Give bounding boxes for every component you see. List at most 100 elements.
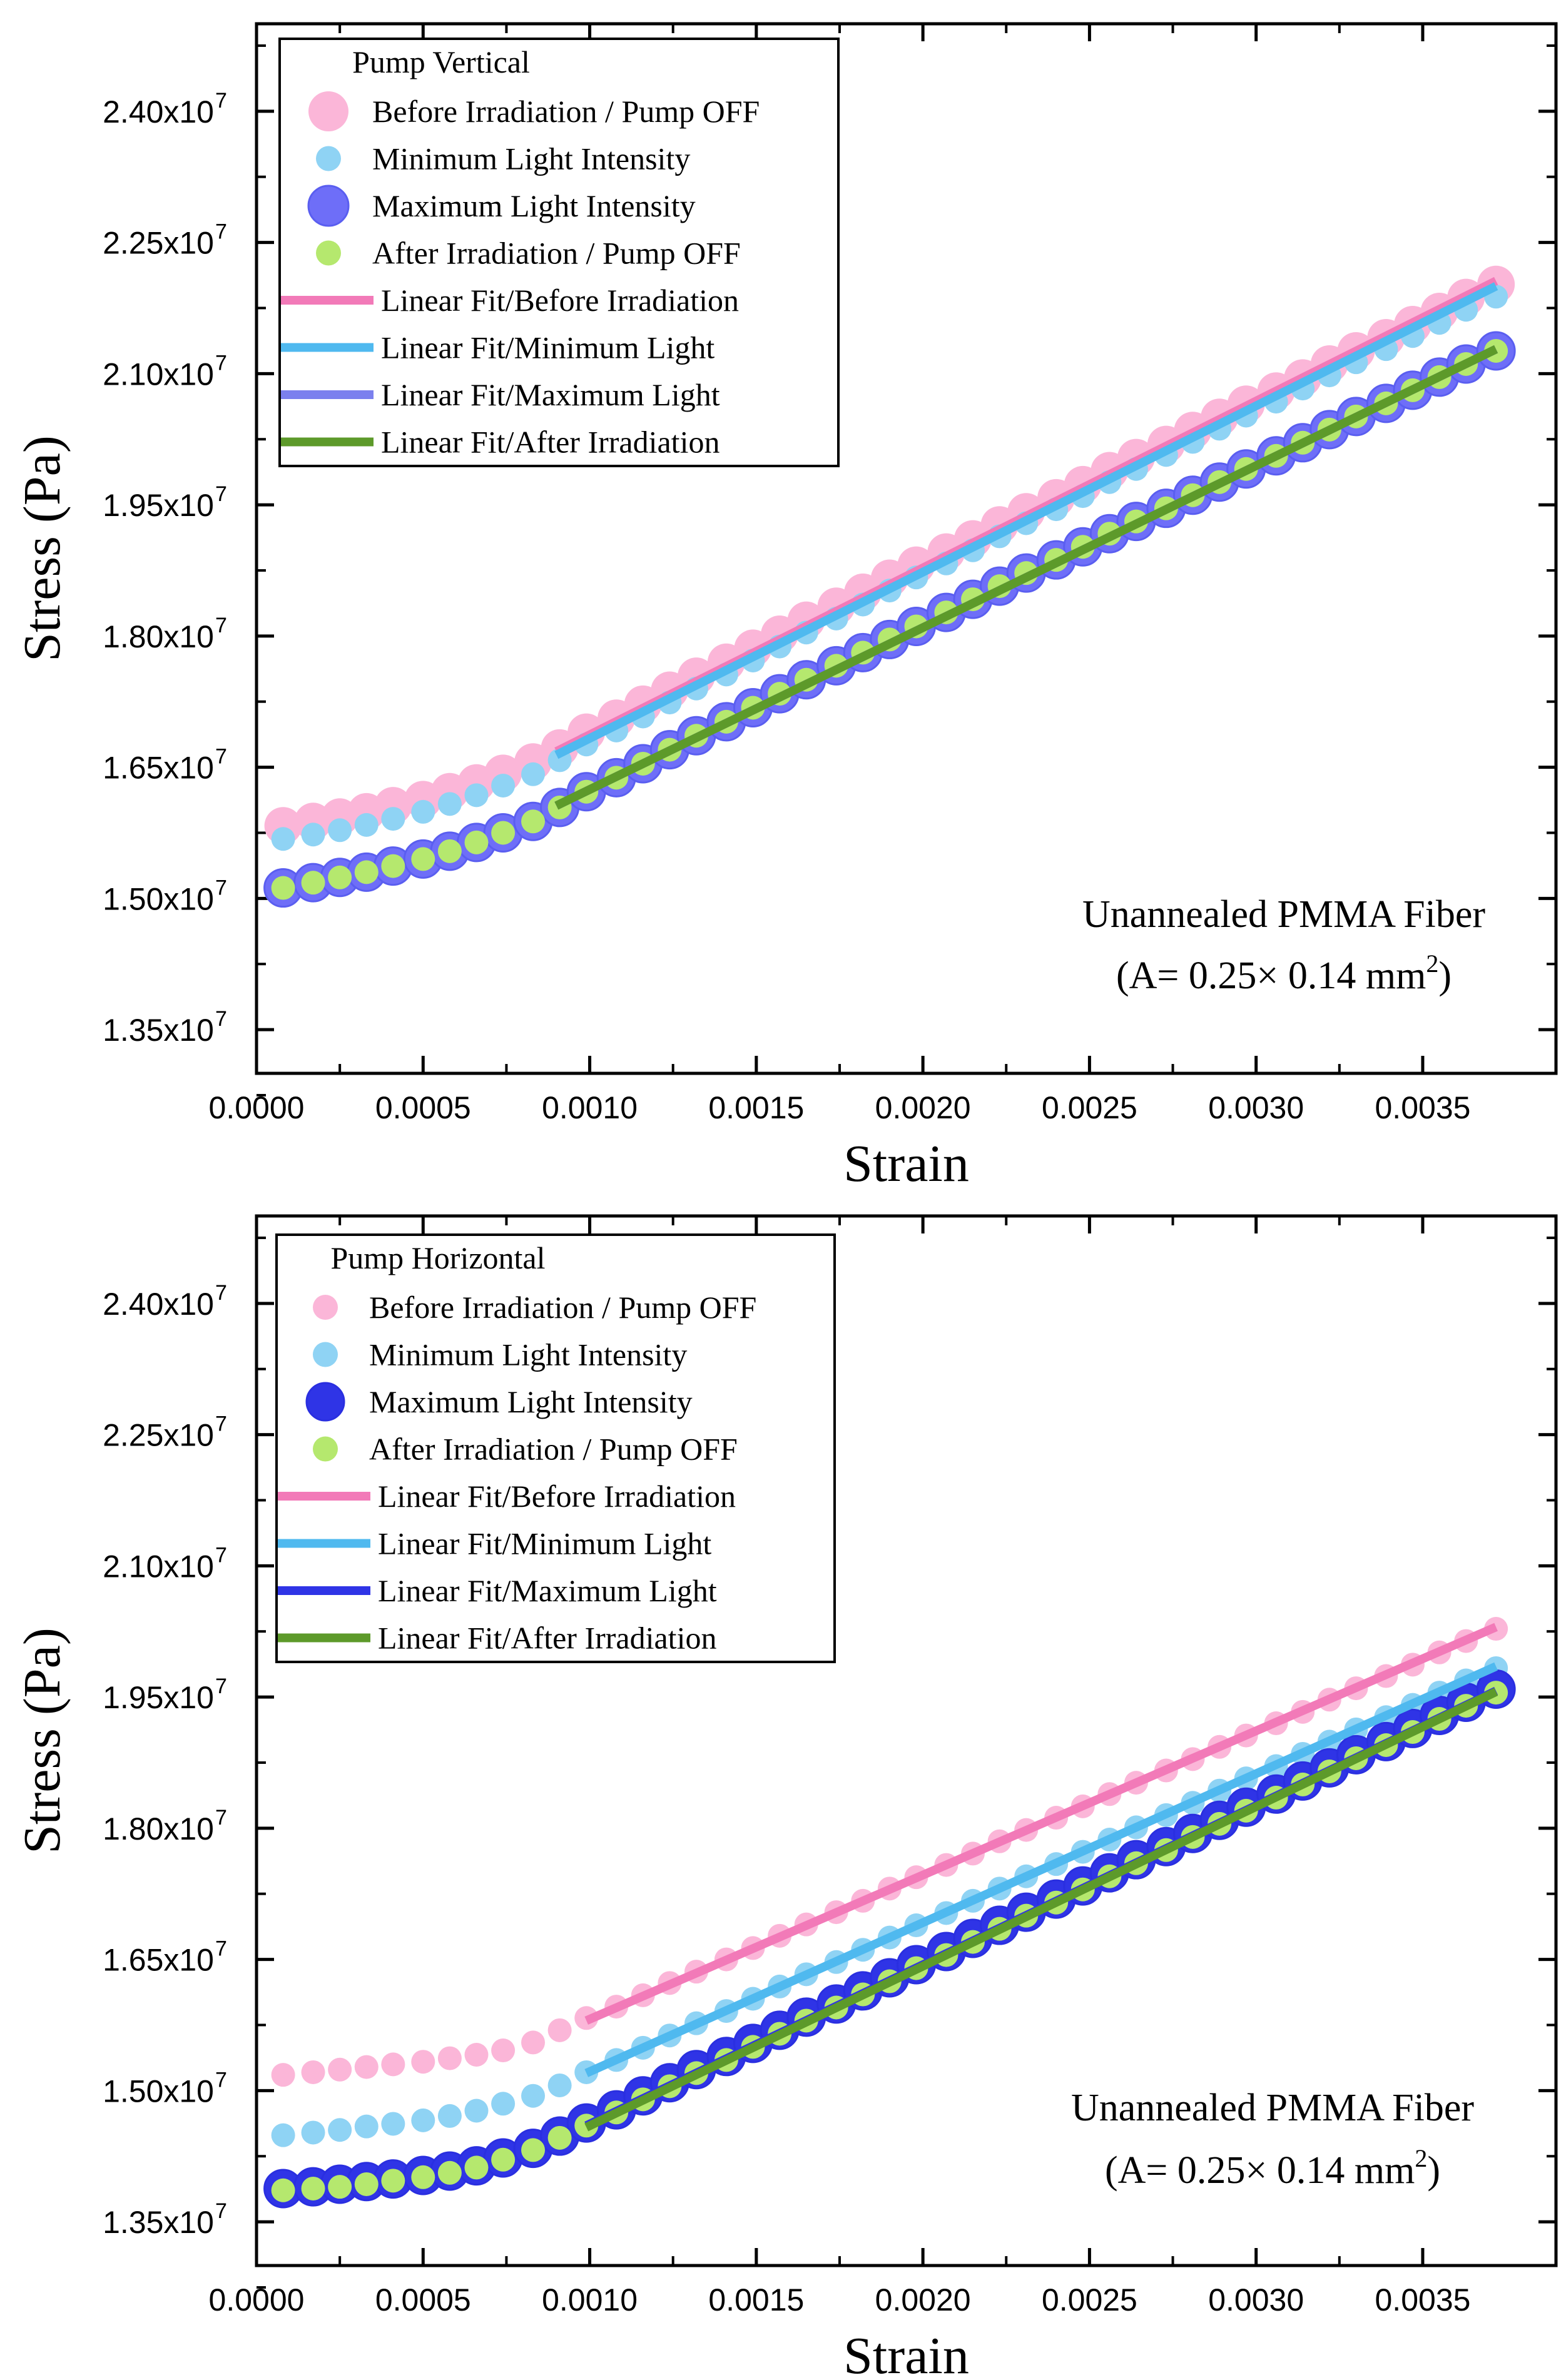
data-point [301,2060,325,2084]
x-tick-label: 0.0020 [875,1090,971,1125]
y-tick-exponent: 7 [215,1674,227,1698]
y-tick-exponent: 7 [215,2199,227,2223]
chart-pump-horizontal: 0.0000 0.0005 0.0010 0.0015 0.0020 0.0025 0.00… [13,1214,1558,2380]
data-point [464,2155,489,2180]
legend-label: Maximum Light Intensity [369,1384,693,1419]
annotation-area-close: ) [1427,2149,1440,2192]
legend-label: Maximum Light Intensity [372,188,696,223]
legend-marker [313,1436,338,1462]
annotation-area: (A= 0.25× 0.14 mm2) [1116,949,1452,997]
x-tick-label: 0.0035 [1375,2282,1471,2317]
fit-lines [584,1623,1498,2132]
data-point [354,860,379,884]
data-point [328,2175,352,2199]
fit-line-linear-fit-after-irradiation [554,345,1498,810]
legend-label: Linear Fit/Minimum Light [381,330,714,365]
data-point [491,2038,516,2063]
legend-label: After Irradiation / Pump OFF [372,236,741,271]
legend-label: Linear Fit/Minimum Light [378,1526,711,1561]
data-point [491,2147,516,2172]
data-point [271,2178,295,2202]
legend: Pump Vertical Before Irradiation / Pump O… [278,38,840,467]
y-tick-label: 2.25x10 [103,1418,214,1453]
x-tick-label: 0.0030 [1208,1090,1304,1125]
data-point [491,773,516,798]
data-point [411,2165,435,2189]
x-tick-label: 0.0035 [1375,1090,1471,1125]
annotation-area-superscript: 2 [1426,949,1438,978]
data-point [354,2172,379,2196]
data-point [521,2138,546,2162]
data-point [547,2125,572,2150]
y-tick-exponent: 7 [215,1412,227,1436]
legend-label: Linear Fit/After Irradiation [381,425,719,460]
data-point [354,2114,379,2139]
y-tick-label: 2.10x10 [103,357,214,392]
y-tick-exponent: 7 [215,1281,227,1305]
legend-label: Before Irradiation / Pump OFF [369,1290,756,1325]
data-point [437,2046,462,2070]
data-point [437,2104,462,2128]
data-point [301,823,325,847]
data-point [381,2112,405,2136]
x-tick-label: 0.0025 [1042,1090,1137,1125]
legend-label: Linear Fit/After Irradiation [378,1621,716,1656]
data-point [464,2043,489,2067]
annotation: Unannealed PMMA Fiber (A= 0.25× 0.14 mm2) [1071,2087,1474,2192]
x-tick-label: 0.0030 [1208,2282,1304,2317]
data-point [301,2120,325,2145]
y-tick-exponent: 7 [215,1937,227,1961]
data-point [437,792,462,816]
y-tick-exponent: 7 [215,482,227,506]
data-point [547,2018,572,2042]
y-tick-label: 1.35x10 [103,2205,214,2240]
data-point [491,821,516,845]
data-point [464,2099,489,2123]
data-point [271,827,295,851]
legend-marker [313,1295,338,1320]
y-tick-exponent: 7 [215,614,227,637]
data-point [521,762,546,786]
legend-label: Linear Fit/Before Irradiation [378,1479,736,1514]
x-tick-label: 0.0015 [708,1090,804,1125]
legend-marker [313,1342,338,1367]
annotation-area: (A= 0.25× 0.14 mm2) [1105,2144,1440,2192]
y-tick-exponent: 7 [215,2068,227,2092]
data-point [521,809,546,834]
data-point [411,847,435,871]
y-tick-label: 2.25x10 [103,226,214,261]
annotation-area-close: ) [1438,955,1452,997]
data-point [301,2176,325,2200]
data-point [547,2073,572,2097]
x-tick-label: 0.0020 [875,2282,971,2317]
plot-frame [255,1214,1558,2267]
fit-line-linear-fit-after-irradiation [584,1688,1498,2132]
annotation-area-text: (A= 0.25× 0.14 mm [1116,955,1426,997]
fit-line-linear-fit-before-irradiation [584,1623,1498,2025]
y-tick-label: 1.80x10 [103,619,214,654]
legend-label: After Irradiation / Pump OFF [369,1432,738,1467]
x-axis-label: Strain [843,2327,969,2380]
fit-line-linear-fit-minimum-light [554,282,1498,759]
data-point [521,2030,546,2055]
legend-marker [316,146,341,171]
y-tick-label: 1.35x10 [103,1013,214,1048]
y-tick-exponent: 7 [215,1806,227,1830]
data-point [464,830,489,854]
x-tick-label: 0.0005 [375,2282,471,2317]
legend-marker [308,91,348,131]
y-tick-label: 2.40x10 [103,1287,214,1322]
data-point [491,2092,516,2116]
data-point [354,813,379,837]
annotation-title: Unannealed PMMA Fiber [1082,893,1485,936]
annotation-area-text: (A= 0.25× 0.14 mm [1105,2149,1415,2192]
x-tick-label: 0.0010 [542,2282,638,2317]
plot-frame [255,22,1558,1075]
data-point [328,865,352,889]
y-tick-exponent: 7 [215,876,227,899]
legend-label: Linear Fit/Maximum Light [378,1573,717,1608]
y-tick-label: 1.95x10 [103,1680,214,1715]
x-tick-label: 0.0005 [375,1090,471,1125]
legend-label: Minimum Light Intensity [369,1337,687,1372]
